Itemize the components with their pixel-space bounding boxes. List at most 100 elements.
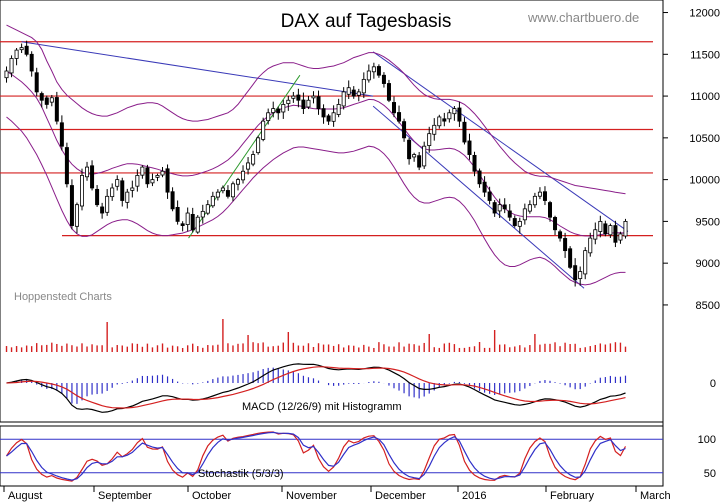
price-tick-label: 9500 [696,216,720,228]
candle-body [150,179,155,184]
candle-body [558,231,563,239]
candle-body [351,89,356,97]
month-label: August [8,490,42,502]
candle-body [366,70,371,81]
price-tick-label: 11000 [690,91,720,103]
candle-body [391,102,396,114]
candle-body [457,107,462,122]
candle-body [4,70,9,79]
stochastic-k-line [5,431,627,482]
candle-body [69,185,74,226]
macd-label: MACD (12/26/9) mit Histogramm [242,401,402,413]
candle-body [44,97,49,105]
month-label: 2016 [462,490,486,502]
candle-body [200,210,205,218]
watermark: www.chartbuero.de [527,10,639,25]
candle-body [225,190,230,197]
candle-body [512,218,517,226]
candle-body [105,195,110,213]
candle-body [472,154,477,172]
candle-body [120,180,125,201]
candle-body [402,121,407,139]
candle-body [95,188,100,206]
month-label: September [98,490,152,502]
candle-body [230,183,235,198]
candle-body [220,187,225,192]
candle-body [542,191,547,201]
uptrend-line [188,74,301,239]
month-label: December [375,490,426,502]
candle-body [135,175,140,187]
source-note: Hoppenstedt Charts [14,291,112,303]
price-tick-label: 10000 [689,175,720,187]
price-panel-frame [0,0,664,423]
candle-body [397,112,402,122]
candle-body [568,248,573,268]
downtrend-channel-lower [372,105,585,289]
candle-body [331,112,336,122]
candle-body [336,104,341,115]
candle-body [185,212,190,225]
candle-body [74,204,79,227]
month-label: November [286,490,337,502]
candle-body [110,187,115,198]
bollinger-lower [6,116,626,286]
candle-body [477,170,482,185]
candle-body [256,137,261,154]
candle-body [180,223,185,226]
candle-body [361,78,366,94]
price-tick-label: 9000 [696,258,720,270]
candle-body [286,99,291,104]
month-label: February [550,490,595,502]
candle-body [190,213,195,231]
stochastic-d-line [6,431,626,481]
candle-body [447,112,452,120]
candle-body [563,238,568,252]
candle-body [442,118,447,122]
candle-body [386,83,391,101]
candle-body [175,206,180,222]
candle-body [281,104,286,113]
candle-body [170,191,175,210]
month-label: March [640,490,671,502]
candle-body [306,99,311,108]
candle-body [9,58,14,74]
candle-body [502,204,507,210]
price-tick-label: 12000 [689,8,720,20]
candle-body [39,93,44,101]
candle-body [251,154,256,165]
candle-body [296,94,301,101]
candle-body [553,217,558,231]
downtrend-line-main [21,41,374,97]
candle-body [537,191,542,197]
candle-body [532,195,537,206]
stochastic-label: Stochastik (5/3/3) [198,468,284,480]
candle-body [482,181,487,193]
candle-body [54,97,59,122]
candle-body [19,47,24,51]
candle-body [623,220,628,237]
candle-body [608,225,613,236]
candle-body [321,108,326,118]
candle-body [432,124,437,135]
candle-body [311,95,316,99]
candle-body [573,265,578,281]
downtrend-channel-upper [372,51,629,232]
candle-body [517,220,522,227]
candle-body [195,216,200,233]
candle-body [618,233,623,241]
candle-body [326,115,331,122]
month-label: October [192,490,231,502]
candle-body [341,91,346,107]
candle-body [241,170,246,181]
candle-body [90,165,95,189]
candle-body [427,133,432,146]
candle-body [165,168,170,193]
macd-line [6,363,626,413]
candle-body [578,271,583,280]
candle-body [462,121,467,143]
chart-title: DAX auf Tagesbasis [281,11,452,32]
price-tick-label: 8500 [696,300,720,312]
candle-body [316,96,321,110]
